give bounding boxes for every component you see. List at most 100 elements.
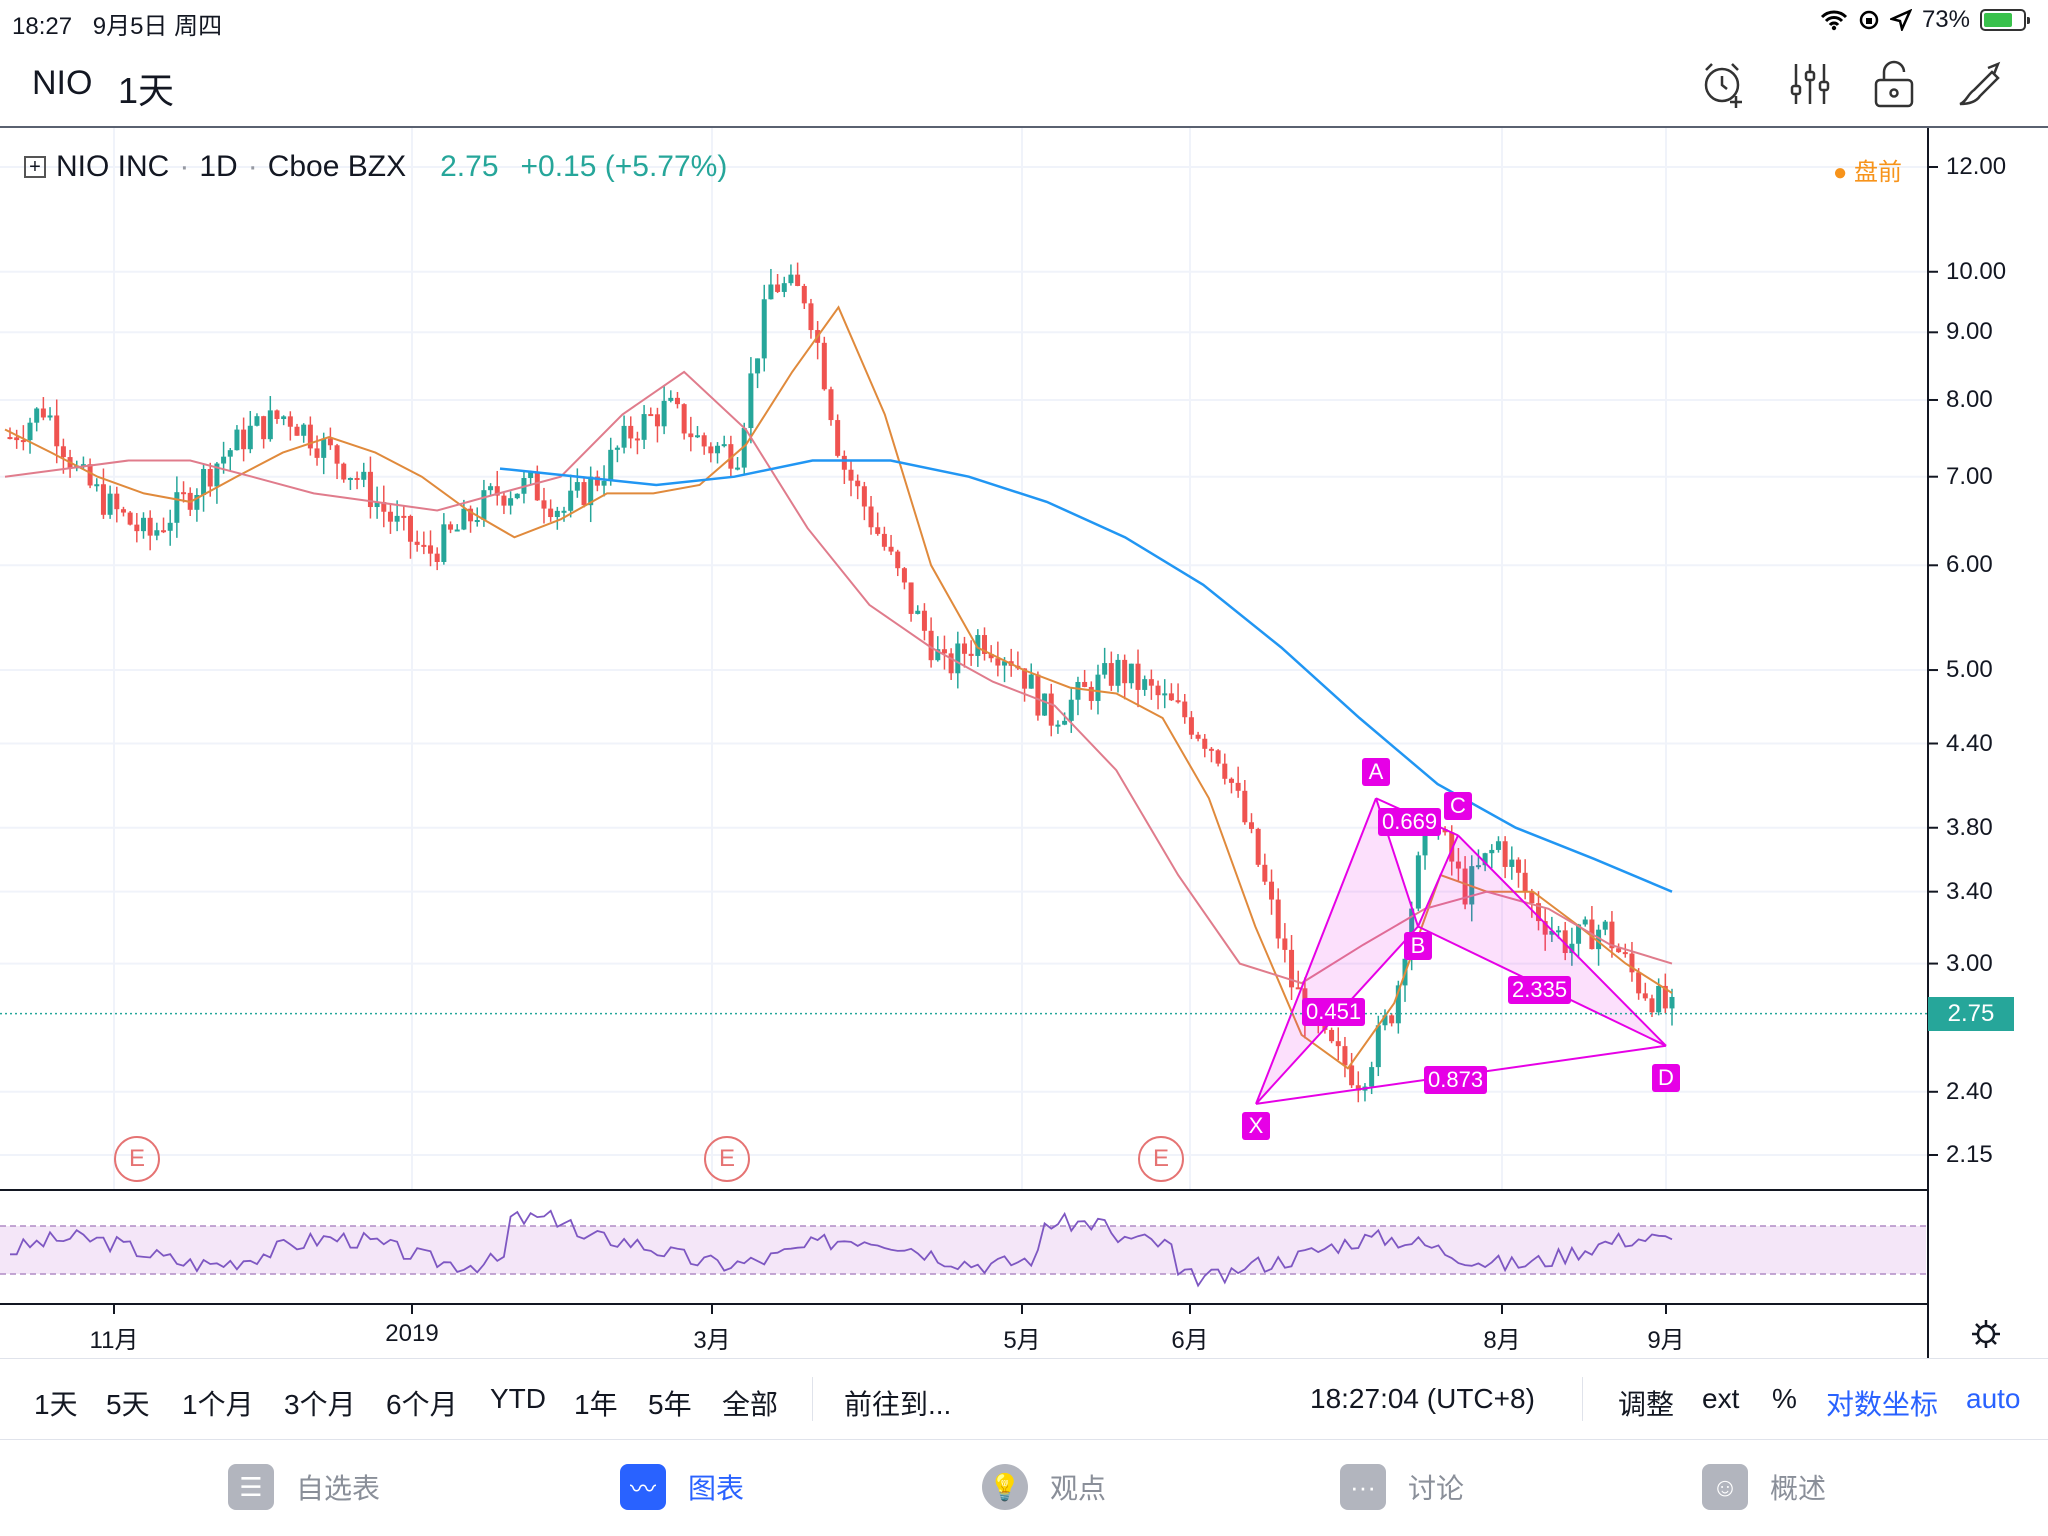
pattern-point-d[interactable]: D (1652, 1064, 1680, 1092)
xabcd-pattern (1255, 797, 1667, 1105)
candle-body (941, 649, 947, 654)
range-5y-button[interactable]: 5年 (648, 1389, 692, 1420)
candle-body (588, 476, 594, 506)
candle-body (127, 512, 133, 525)
chart-settings-icon[interactable] (1970, 1318, 2002, 1350)
candle-body (1596, 929, 1602, 950)
candle-body (988, 653, 994, 659)
tab-discussion[interactable]: ··· 讨论 (1340, 1464, 1464, 1510)
candle-body (401, 515, 407, 518)
candle-body (821, 342, 827, 390)
watchlist-icon: ☰ (228, 1464, 274, 1510)
candle-body (1228, 778, 1234, 783)
candle-body (221, 456, 227, 464)
percent-scale-button[interactable]: % (1772, 1383, 1797, 1414)
candle-body (701, 435, 707, 447)
candle-body (194, 494, 200, 510)
candle-body (274, 410, 280, 420)
candle-body (1269, 881, 1275, 900)
ratio-label: 0.451 (1302, 998, 1366, 1026)
ratio-label: 2.335 (1508, 976, 1572, 1004)
candle-body (508, 498, 514, 506)
range-all-button[interactable]: 全部 (722, 1389, 779, 1420)
chat-icon: ··· (1340, 1464, 1386, 1510)
chart-icon: 〰 (620, 1464, 666, 1510)
rsi-pane (0, 1209, 1928, 1288)
candle-body (1489, 849, 1495, 854)
candle-body (975, 635, 981, 656)
candle-body (1188, 717, 1194, 735)
candle-body (841, 455, 847, 470)
bottom-tab-bar: ☰ 自选表 〰 图表 💡 观点 ··· 讨论 ☺ 概述 (0, 1440, 2048, 1536)
range-3m-button[interactable]: 3个月 (284, 1389, 356, 1420)
candle-body (1415, 855, 1421, 909)
candle-body (407, 516, 413, 542)
candle-body (1195, 734, 1201, 739)
legend-interval: 1D (199, 150, 238, 183)
candle-body (755, 358, 761, 374)
log-scale-button[interactable]: 对数坐标 (1826, 1389, 1939, 1420)
price-chart[interactable] (0, 128, 2048, 1358)
candle-body (661, 400, 667, 427)
range-6m-button[interactable]: 6个月 (386, 1389, 458, 1420)
symbol-button[interactable]: NIO (32, 64, 93, 102)
indicators-icon[interactable] (1784, 58, 1836, 110)
candle-body (347, 477, 353, 480)
expand-legend-icon[interactable]: + (24, 156, 46, 178)
pattern-point-a[interactable]: A (1362, 758, 1390, 786)
candle-body (601, 480, 607, 486)
candle-body (414, 541, 420, 545)
candle-body (1122, 659, 1128, 684)
candle-body (1536, 903, 1542, 922)
auto-scale-button[interactable]: auto (1966, 1383, 2021, 1414)
candle-body (34, 408, 40, 423)
candle-body (748, 373, 754, 429)
pattern-point-x[interactable]: X (1242, 1112, 1270, 1140)
premarket-badge: ● 盘前 (1832, 159, 1902, 186)
candle-body (120, 509, 126, 513)
earnings-marker[interactable]: E (114, 1136, 160, 1182)
earnings-marker[interactable]: E (1138, 1136, 1184, 1182)
candle-body (1155, 685, 1161, 696)
tab-ideas[interactable]: 💡 观点 (982, 1464, 1106, 1510)
legend-name: NIO INC (56, 150, 170, 183)
tab-overview[interactable]: ☺ 概述 (1702, 1464, 1826, 1510)
candle-body (254, 416, 260, 426)
interval-button[interactable]: 1天 (118, 70, 175, 111)
clock-timezone[interactable]: 18:27:04 (UTC+8) (1310, 1383, 1535, 1414)
unlock-icon[interactable] (1868, 58, 1920, 110)
goto-date-button[interactable]: 前往到... (844, 1389, 952, 1420)
pattern-line (1417, 834, 1459, 927)
x-tick-label: 11月 (89, 1327, 139, 1354)
tab-chart[interactable]: 〰 图表 (620, 1464, 744, 1510)
y-tick-label: 2.15 (1946, 1141, 1993, 1168)
legend-price: 2.75 (440, 150, 499, 183)
range-1m-button[interactable]: 1个月 (182, 1389, 254, 1420)
candle-body (261, 416, 267, 440)
candle-body (528, 472, 534, 479)
pattern-point-c[interactable]: C (1444, 792, 1472, 820)
status-time: 18:27 (12, 13, 73, 40)
candle-body (1128, 663, 1134, 684)
candle-body (1662, 985, 1668, 1009)
range-ytd-button[interactable]: YTD (490, 1383, 546, 1414)
range-5d-button[interactable]: 5天 (106, 1389, 150, 1420)
candle-body (888, 546, 894, 552)
candle-body (54, 415, 60, 447)
candle-body (1529, 892, 1535, 904)
candle-body (327, 438, 333, 446)
range-1y-button[interactable]: 1年 (574, 1389, 618, 1420)
candle-body (1088, 686, 1094, 701)
tab-watchlist[interactable]: ☰ 自选表 (228, 1464, 380, 1510)
ext-hours-button[interactable]: ext (1702, 1383, 1740, 1414)
range-1d-button[interactable]: 1天 (34, 1389, 78, 1420)
candle-body (1509, 859, 1515, 867)
alarm-add-icon[interactable] (1698, 58, 1750, 110)
earnings-marker[interactable]: E (704, 1136, 750, 1182)
candle-body (955, 643, 961, 674)
candle-body (1389, 1015, 1395, 1024)
candle-body (721, 444, 727, 447)
adjust-button[interactable]: 调整 (1618, 1389, 1675, 1420)
pattern-point-b[interactable]: B (1404, 932, 1432, 960)
drawing-pen-icon[interactable] (1954, 58, 2006, 110)
